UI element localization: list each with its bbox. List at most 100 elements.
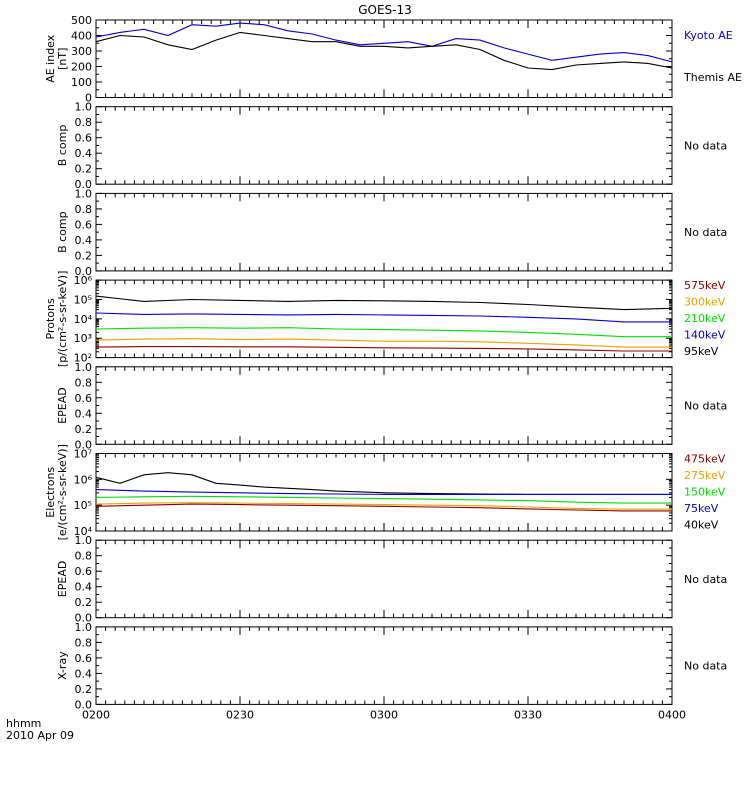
y-axis-label: B comp	[56, 211, 69, 253]
y-tick-label: 300	[71, 45, 92, 58]
y-tick-label: 0.4	[75, 234, 93, 247]
y-tick-label: 1.0	[75, 101, 93, 114]
y-axis-label: Electrons	[44, 467, 57, 518]
series-line-themis-ae	[95, 31, 673, 71]
y-tick-label: 0.2	[75, 423, 93, 436]
panel-bcomp2: 0.0 0.2 0.4 0.6 0.8 1.0 B comp No data	[56, 187, 727, 278]
legend-entry: 275keV	[684, 469, 726, 482]
y-tick-label: 10⁴	[74, 525, 93, 538]
panel-epead2: 0.0 0.2 0.4 0.6 0.8 1.0 EPEAD No data	[56, 534, 727, 625]
series-line-kyoto-ae	[95, 22, 673, 63]
chart-title: GOES-13	[358, 3, 412, 17]
y-tick-label: 0.2	[75, 596, 93, 609]
footer-date-label: 2010 Apr 09	[6, 729, 74, 742]
panel-frame	[95, 626, 673, 705]
legend-entry: 475keV	[684, 453, 726, 466]
series-line-40kev	[95, 472, 672, 495]
legend-entry: 75keV	[684, 502, 719, 515]
series-line-95kev	[95, 295, 673, 311]
y-tick-label: 0.8	[75, 376, 93, 389]
panel-protons: 10² 10³ 10⁴ 10⁵ 10⁶ Protons [p/(cm²-s-sr-keV)]…	[44, 271, 726, 368]
y-tick-label: 0.6	[75, 565, 93, 578]
legend-entry: 210keV	[684, 312, 726, 325]
no-data-label: No data	[684, 139, 727, 152]
x-tick-label: 0230	[226, 708, 254, 721]
y-tick-label: 0.0	[75, 265, 93, 278]
series-line-140kev	[95, 312, 672, 323]
panel-frame	[95, 19, 673, 98]
series-line-475kev	[95, 503, 672, 512]
y-axis-label: AE index	[44, 34, 57, 83]
y-tick-label: 0	[85, 92, 92, 105]
y-tick-label: 0.6	[75, 218, 93, 231]
y-tick-label: 0.0	[75, 438, 93, 451]
y-tick-label: 0.6	[75, 392, 93, 405]
no-data-label: No data	[684, 400, 727, 413]
y-tick-label: 0.8	[75, 550, 93, 563]
legend-entry: Kyoto AE	[684, 29, 733, 42]
y-tick-label: 0.8	[75, 203, 93, 216]
y-axis-label: [nT]	[56, 48, 69, 70]
legend-entry: 40keV	[684, 519, 719, 532]
y-tick-label: 0.2	[75, 249, 93, 262]
legend-entry: 150keV	[684, 486, 726, 499]
y-axis-label: B comp	[56, 125, 69, 167]
panel-frame	[95, 539, 673, 619]
y-tick-label: 10²	[74, 352, 92, 365]
y-tick-label: 0.4	[75, 147, 93, 160]
y-tick-label: 100	[71, 76, 92, 89]
y-tick-label: 200	[71, 61, 92, 74]
panels-group: 0 100 200 300 400 500 AE index [nT] Kyoto AE Them…	[44, 14, 742, 721]
series-line-210kev	[95, 327, 672, 338]
y-tick-label: 0.0	[75, 612, 93, 625]
y-tick-label: 10⁶	[74, 473, 93, 486]
panel-frame	[95, 366, 673, 445]
y-tick-label: 10⁵	[74, 499, 92, 512]
y-tick-label: 0.0	[75, 698, 93, 711]
x-tick-label: 0400	[658, 708, 686, 721]
y-tick-label: 0.6	[75, 132, 93, 145]
series-line-150kev	[95, 495, 672, 504]
panel-ae: 0 100 200 300 400 500 AE index [nT] Kyoto AE Them…	[44, 14, 742, 105]
y-axis-label: X-ray	[56, 651, 69, 680]
legend-entry: 575keV	[684, 279, 726, 292]
y-tick-label: 1.0	[75, 361, 93, 374]
y-tick-label: 10⁶	[74, 274, 93, 287]
y-tick-label: 400	[71, 30, 92, 43]
x-tick-label: 0330	[514, 708, 542, 721]
series-line-575kev	[95, 346, 672, 352]
x-tick-label: 0200	[82, 708, 110, 721]
legend-entry: 300keV	[684, 296, 726, 309]
panel-xray: 0.0 0.2 0.4 0.6 0.8 1.0 X-ray No data 0200 0230 03…	[56, 621, 727, 722]
no-data-label: No data	[684, 226, 727, 239]
y-tick-label: 0.2	[75, 163, 93, 176]
no-data-label: No data	[684, 660, 727, 673]
y-tick-label: 1.0	[75, 187, 93, 200]
y-tick-label: 1.0	[75, 621, 93, 634]
y-tick-label: 0.4	[75, 581, 93, 594]
y-axis-label: [e/(cm²-s-sr-keV)]	[56, 444, 69, 540]
panel-electrons: 10⁴ 10⁵ 10⁶ 10⁷ Electrons [e/(cm²-s-sr-keV)] 4…	[44, 444, 726, 540]
panel-bcomp1: 0.0 0.2 0.4 0.6 0.8 1.0 B comp No data	[56, 101, 727, 192]
y-axis-label: EPEAD	[56, 561, 69, 598]
y-tick-label: 0.4	[75, 407, 93, 420]
y-tick-label: 10³	[74, 332, 92, 345]
series-line-300kev	[95, 338, 672, 348]
legend-entry: 140keV	[684, 329, 726, 342]
y-tick-label: 10⁴	[74, 313, 93, 326]
y-tick-label: 0.2	[75, 683, 93, 696]
y-tick-label: 0.8	[75, 116, 93, 129]
series-line-75kev	[95, 489, 672, 495]
footer-time-label: hhmm	[6, 717, 41, 730]
y-axis-label: [p/(cm²-s-sr-keV)]	[56, 271, 69, 368]
y-axis-label: EPEAD	[56, 387, 69, 424]
y-tick-label: 0.6	[75, 652, 93, 665]
y-tick-label: 0.8	[75, 636, 93, 649]
panel-epead1: 0.0 0.2 0.4 0.6 0.8 1.0 EPEAD No data	[56, 361, 727, 452]
legend-entry: 95keV	[684, 345, 719, 358]
y-tick-label: 1.0	[75, 534, 93, 547]
panel-frame	[95, 106, 673, 185]
panel-frame	[95, 192, 673, 272]
